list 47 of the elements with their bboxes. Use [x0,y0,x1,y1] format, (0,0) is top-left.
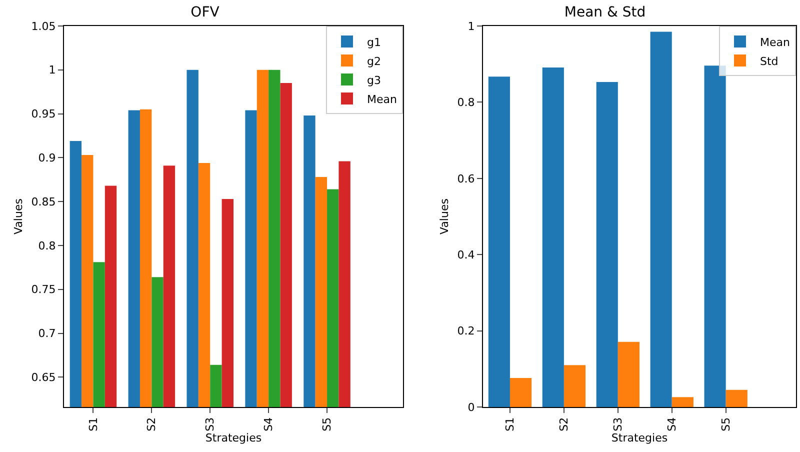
bar [510,378,532,407]
bar [650,32,672,407]
y-tick-label: 0.8 [457,96,475,110]
legend-label: g2 [367,54,381,68]
chart-title: OFV [190,4,220,21]
y-tick-label: 1.05 [31,20,56,33]
y-tick-label: 1 [468,20,475,33]
y-tick-label: 1 [48,64,56,77]
y-tick-label: 0.85 [31,195,56,208]
legend-label: Mean [760,36,790,49]
bar [596,82,618,407]
y-tick-label: 0.9 [38,152,56,165]
bar [488,76,510,407]
bar [564,365,586,407]
x-axis-title: Strategies [611,431,668,444]
chart-title: Mean & Std [564,4,646,21]
legend-label: Mean [367,92,397,106]
y-tick-label: 0.4 [457,248,475,262]
x-tick-label: S5 [320,417,334,432]
bar [704,66,726,407]
x-tick-label: S1 [504,417,517,432]
bar [618,342,640,407]
bar [672,397,694,407]
x-tick-label: S4 [262,417,276,432]
x-tick-label: S3 [204,417,217,432]
x-tick-label: S5 [719,417,732,432]
x-axis-title: Strategies [205,431,262,444]
x-tick-label: S1 [86,417,100,432]
y-tick-label: 0.8 [38,239,56,252]
y-tick-label: 0.65 [31,371,56,384]
bar [542,68,564,407]
y-axis-title: Values [438,198,451,234]
y-tick-label: 0.2 [457,324,475,338]
legend-label: g3 [367,74,381,87]
x-tick-label: S4 [665,417,678,432]
y-tick-label: 0.7 [38,327,56,340]
y-tick-label: 0.95 [31,108,56,121]
x-tick-label: S2 [558,417,571,432]
x-tick-label: S2 [145,417,158,432]
y-tick-label: 0.6 [457,172,475,186]
bar [726,390,748,407]
y-axis-title: Values [12,198,25,234]
y-tick-label: 0.75 [31,283,56,296]
x-tick-label: S3 [611,417,624,432]
legend-label: Std [760,54,778,68]
legend-label: g1 [367,36,381,49]
y-tick-label: 0 [468,400,475,414]
